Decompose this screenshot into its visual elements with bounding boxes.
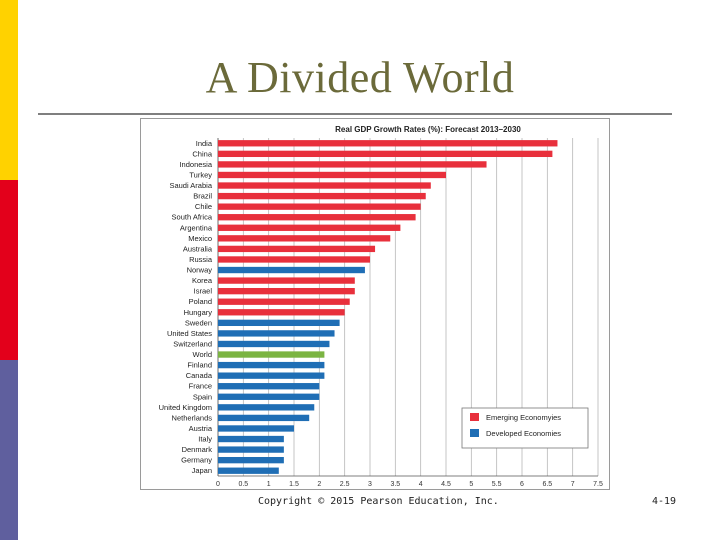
- bar: [218, 404, 315, 411]
- category-label: Germany: [181, 456, 212, 465]
- page-number: 4-19: [652, 496, 677, 507]
- legend-box: [461, 407, 589, 449]
- x-tick-label: 3.5: [390, 481, 400, 488]
- slide-title: A Divided World: [205, 53, 515, 102]
- category-label: Chile: [195, 202, 212, 211]
- category-label: Israel: [194, 287, 213, 296]
- category-label: China: [192, 149, 212, 158]
- category-label: Brazil: [193, 192, 212, 201]
- x-tick-label: 2: [317, 481, 321, 488]
- bar: [218, 435, 284, 443]
- x-tick-label: 3: [368, 481, 372, 488]
- category-label: Russia: [189, 255, 213, 264]
- category-label: Austria: [189, 424, 213, 433]
- bar: [218, 256, 370, 263]
- bar: [218, 361, 325, 369]
- category-label: World: [193, 350, 212, 359]
- category-label: Netherlands: [172, 413, 213, 422]
- bar: [218, 414, 310, 422]
- bar: [218, 224, 401, 231]
- category-label: Denmark: [182, 445, 213, 454]
- bar: [218, 277, 355, 284]
- category-label: Switzerland: [173, 339, 212, 348]
- accent-bar-purple: [0, 360, 18, 540]
- x-tick-label: 2.5: [340, 481, 350, 488]
- bar: [218, 383, 320, 390]
- category-label: Spain: [193, 392, 212, 401]
- gdp-growth-chart: Real GDP Growth Rates (%): Forecast 2013…: [140, 118, 610, 490]
- bar: [218, 171, 446, 179]
- bar: [218, 340, 330, 348]
- category-label: Norway: [187, 266, 213, 275]
- bar: [218, 425, 294, 432]
- chart-title: Real GDP Growth Rates (%): Forecast 2013…: [335, 125, 521, 134]
- category-label: Mexico: [188, 234, 212, 243]
- bar: [218, 287, 355, 295]
- x-tick-label: 0.5: [238, 481, 248, 488]
- category-label: India: [196, 139, 213, 148]
- legend-label: Developed Economies: [486, 429, 561, 438]
- category-label: Australia: [183, 244, 213, 253]
- x-tick-label: 7: [571, 481, 575, 488]
- x-tick-label: 4.5: [441, 481, 451, 488]
- accent-bar-yellow: [0, 0, 18, 180]
- bar: [218, 467, 279, 474]
- category-label: Hungary: [184, 308, 213, 317]
- bar: [218, 140, 558, 147]
- x-tick-label: 6.5: [542, 481, 552, 488]
- x-tick-label: 6: [520, 481, 524, 488]
- x-tick-label: 5.5: [492, 481, 502, 488]
- bar: [218, 298, 350, 305]
- title-divider: [38, 113, 672, 115]
- x-tick-label: 4: [419, 481, 423, 488]
- x-tick-label: 1: [267, 481, 271, 488]
- bar: [218, 351, 325, 358]
- category-label: United Kingdom: [159, 403, 212, 412]
- bar: [218, 330, 335, 337]
- legend-label: Emerging Economyies: [486, 413, 561, 422]
- bar: [218, 214, 416, 221]
- bar: [218, 150, 553, 158]
- legend-swatch: [470, 429, 479, 437]
- bar: [218, 393, 320, 400]
- bar: [218, 456, 284, 464]
- x-tick-label: 5: [469, 481, 473, 488]
- category-label: Finland: [187, 361, 212, 370]
- category-label: Poland: [189, 297, 212, 306]
- footer-copyright: Copyright © 2015 Pearson Education, Inc.: [258, 496, 499, 507]
- bar: [218, 161, 487, 168]
- category-label: South Africa: [172, 213, 213, 222]
- category-label: Turkey: [189, 170, 212, 179]
- category-label: Indonesia: [179, 160, 212, 169]
- bar: [218, 446, 284, 453]
- category-label: United States: [167, 329, 212, 338]
- legend-swatch: [470, 413, 479, 421]
- bar: [218, 266, 365, 274]
- bar: [218, 192, 426, 200]
- x-tick-label: 1.5: [289, 481, 299, 488]
- category-label: Canada: [186, 371, 213, 380]
- bar: [218, 203, 421, 210]
- accent-bar-red: [0, 180, 18, 360]
- category-label: Sweden: [185, 318, 212, 327]
- x-tick-label: 0: [216, 481, 220, 488]
- category-label: Italy: [198, 435, 212, 444]
- bar: [218, 319, 340, 327]
- category-label: France: [189, 382, 212, 391]
- bar: [218, 245, 376, 253]
- category-label: Korea: [192, 276, 213, 285]
- bar: [218, 235, 391, 242]
- bar: [218, 182, 431, 189]
- category-label: Japan: [192, 466, 212, 475]
- bar: [218, 372, 325, 379]
- category-label: Saudi Arabia: [169, 181, 212, 190]
- category-label: Argentina: [180, 223, 213, 232]
- x-tick-label: 7.5: [593, 481, 603, 488]
- bar: [218, 309, 345, 316]
